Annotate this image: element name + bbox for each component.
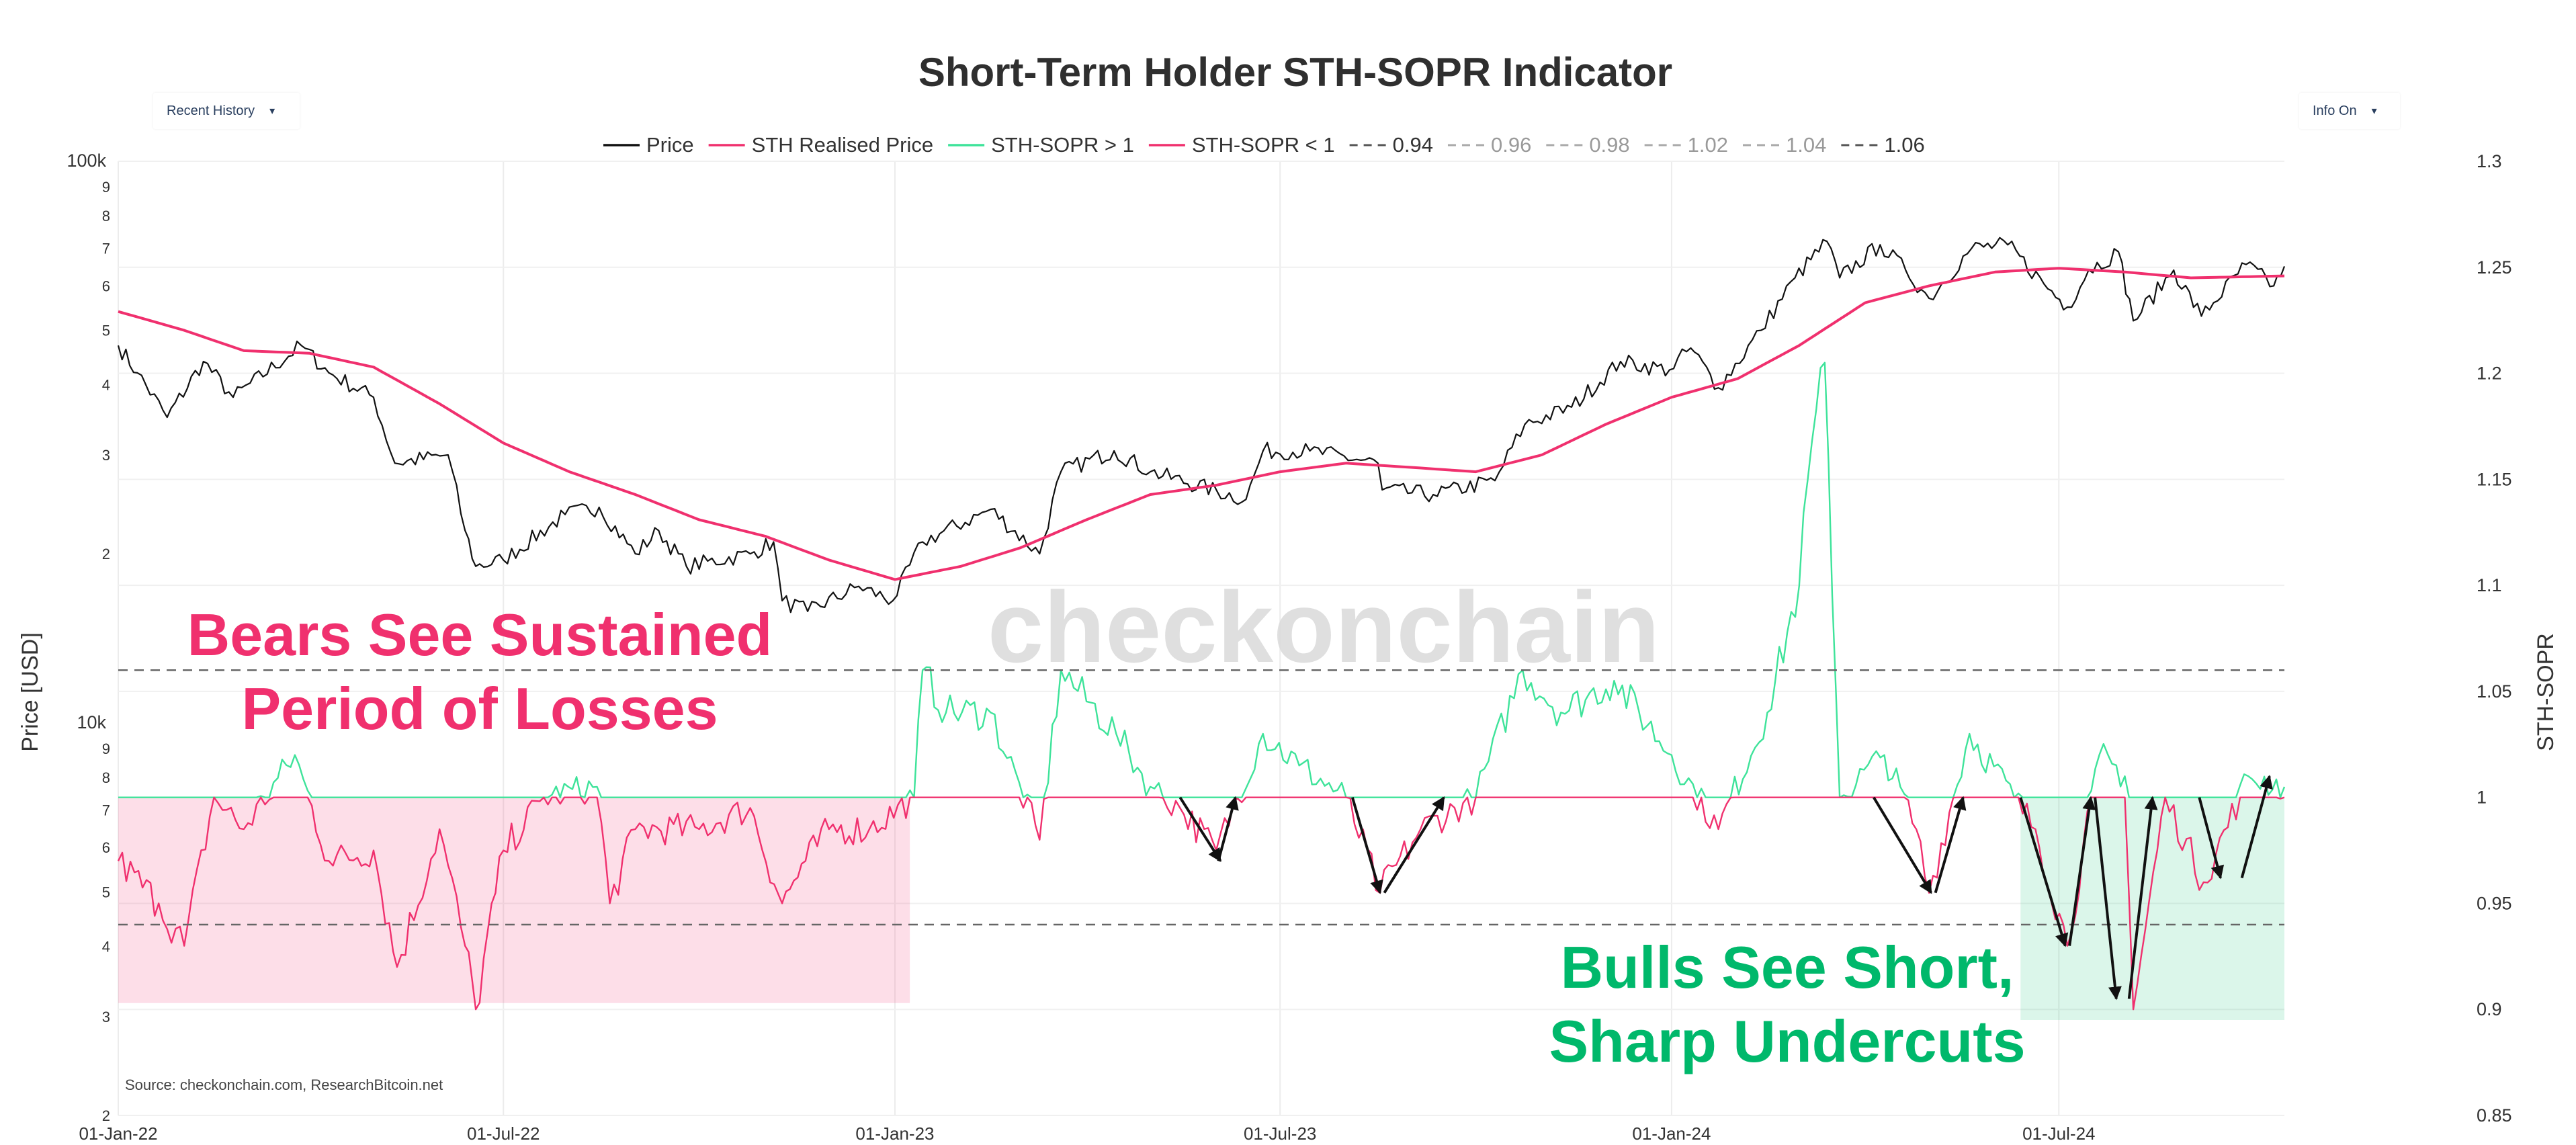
y-left-tick-label: 5 bbox=[102, 323, 110, 339]
y-right-axis-title: STH-SOPR bbox=[2533, 633, 2559, 751]
legend-item: 1.06 bbox=[1841, 133, 1925, 157]
legend-item: Price bbox=[603, 133, 694, 157]
annotation-text: Period of Losses bbox=[241, 675, 718, 742]
arrows-group bbox=[1178, 775, 2273, 1001]
annotation-text: Bulls See Short, bbox=[1561, 934, 2014, 1001]
y-right-tick-label: 1.15 bbox=[2477, 469, 2512, 489]
legend-item: STH-SOPR > 1 bbox=[948, 133, 1134, 157]
chart-title: Short-Term Holder STH-SOPR Indicator bbox=[918, 50, 1672, 95]
watermark-text: checkonchain bbox=[988, 570, 1660, 683]
x-tick-label: 01-Jan-24 bbox=[1632, 1123, 1711, 1144]
bear-losses-region bbox=[118, 797, 910, 1003]
info-label: Info On bbox=[2313, 103, 2357, 118]
y-left-tick-label: 4 bbox=[102, 377, 110, 394]
trend-arrow bbox=[2127, 796, 2158, 999]
y-left-tick-label: 6 bbox=[102, 278, 110, 294]
legend-label: 0.96 bbox=[1491, 133, 1531, 157]
x-tick-label: 01-Jul-22 bbox=[467, 1123, 540, 1144]
legend-label: 1.02 bbox=[1688, 133, 1728, 157]
y-right-tick-label: 0.9 bbox=[2477, 999, 2502, 1019]
legend-label: 0.94 bbox=[1393, 133, 1433, 157]
reference-lines bbox=[118, 669, 2284, 926]
legend-item: 1.02 bbox=[1644, 133, 1728, 157]
trend-arrow bbox=[2198, 797, 2225, 880]
y-right-tick-label: 0.85 bbox=[2477, 1105, 2512, 1126]
trend-arrow bbox=[1934, 796, 1967, 894]
annotations-group: Bears See Sustained Period of Losses Bulls… bbox=[187, 601, 2026, 1074]
legend-item: 1.04 bbox=[1743, 133, 1826, 157]
y-right-tick-label: 1.05 bbox=[2477, 681, 2512, 702]
trend-arrow bbox=[2240, 775, 2273, 879]
recent-history-dropdown[interactable]: Recent History ▾ bbox=[153, 93, 300, 129]
recent-history-label: Recent History bbox=[167, 103, 255, 118]
legend-label: STH-SOPR < 1 bbox=[1192, 133, 1335, 157]
legend-label: STH Realised Price bbox=[752, 133, 933, 157]
trend-arrow bbox=[1350, 797, 1383, 894]
legend-item: 0.98 bbox=[1546, 133, 1630, 157]
y-right-tick-label: 1.25 bbox=[2477, 257, 2512, 278]
y-left-tick-label: 3 bbox=[102, 1009, 110, 1025]
legend-item: STH Realised Price bbox=[708, 133, 933, 157]
y-left-tick-label: 8 bbox=[102, 208, 110, 224]
y-left-tick-label: 4 bbox=[102, 938, 110, 955]
legend-label: 1.06 bbox=[1884, 133, 1924, 157]
shaded-regions bbox=[118, 797, 2284, 1020]
trend-arrow bbox=[2094, 797, 2122, 1001]
source-note: Source: checkonchain.com, ResearchBitcoi… bbox=[125, 1076, 443, 1093]
y-left-tick-label: 2 bbox=[102, 1107, 110, 1124]
chevron-down-icon: ▾ bbox=[269, 105, 275, 117]
legend-item: STH-SOPR < 1 bbox=[1148, 133, 1335, 157]
series-price bbox=[117, 237, 2286, 613]
x-tick-label: 01-Jan-23 bbox=[855, 1123, 934, 1144]
watermark-group: checkonchain bbox=[988, 570, 1660, 683]
y-right-tick-label: 0.95 bbox=[2477, 893, 2512, 913]
info-dropdown[interactable]: Info On ▾ bbox=[2299, 93, 2400, 129]
x-tick-label: 01-Jul-24 bbox=[2022, 1123, 2095, 1144]
y-left-tick-label: 100k bbox=[67, 151, 106, 171]
trend-arrow bbox=[2019, 797, 2069, 947]
annotation-text: Bears See Sustained bbox=[187, 601, 773, 668]
y-left-tick-label: 3 bbox=[102, 447, 110, 464]
y-left-tick-label: 2 bbox=[102, 546, 110, 562]
y-left-tick-label: 6 bbox=[102, 839, 110, 856]
trend-arrow bbox=[2068, 796, 2096, 946]
legend: Price STH Realised Price STH-SOPR > 1 STH-S… bbox=[603, 133, 1925, 157]
legend-label: STH-SOPR > 1 bbox=[991, 133, 1134, 157]
y-left-tick-label: 5 bbox=[102, 884, 110, 900]
trend-arrow bbox=[1217, 796, 1239, 861]
y-left-tick-label: 7 bbox=[102, 802, 110, 818]
series-sth-realised-price bbox=[118, 267, 2285, 581]
y-right-tick-label: 1.2 bbox=[2477, 364, 2502, 384]
y-right-tick-label: 1 bbox=[2477, 788, 2487, 808]
y-left-axis-title: Price [USD] bbox=[17, 632, 43, 752]
y-left-tick-label: 7 bbox=[102, 240, 110, 257]
legend-item: 0.96 bbox=[1447, 133, 1531, 157]
y-left-tick-label: 9 bbox=[102, 179, 110, 196]
x-tick-label: 01-Jul-23 bbox=[1244, 1123, 1316, 1144]
y-right-tick-label: 1.3 bbox=[2477, 151, 2502, 171]
trend-arrow bbox=[1873, 796, 1932, 894]
y-left-tick-label: 8 bbox=[102, 769, 110, 786]
series-sth-sopr-above-1 bbox=[118, 362, 2286, 798]
bull-undercut-region bbox=[2020, 797, 2284, 1020]
legend-label: Price bbox=[646, 133, 694, 157]
y-left-tick-label: 9 bbox=[102, 740, 110, 757]
y-right-tick-label: 1.1 bbox=[2477, 575, 2502, 595]
gridlines bbox=[118, 161, 2284, 1116]
legend-label: 1.04 bbox=[1786, 133, 1826, 157]
axes-group: 01-Jan-22 01-Jul-22 01-Jan-23 01-Jul-23 01-J… bbox=[17, 151, 2559, 1144]
series-group bbox=[117, 237, 2286, 1011]
annotation-text: Sharp Undercuts bbox=[1549, 1008, 2025, 1074]
legend-label: 0.98 bbox=[1589, 133, 1629, 157]
trend-arrow bbox=[1383, 796, 1445, 894]
legend-item: 0.94 bbox=[1349, 133, 1433, 157]
trend-arrow bbox=[1178, 796, 1222, 863]
x-tick-label: 01-Jan-22 bbox=[79, 1123, 157, 1144]
y-left-tick-label: 10k bbox=[77, 712, 106, 732]
chevron-down-icon: ▾ bbox=[2371, 105, 2377, 117]
